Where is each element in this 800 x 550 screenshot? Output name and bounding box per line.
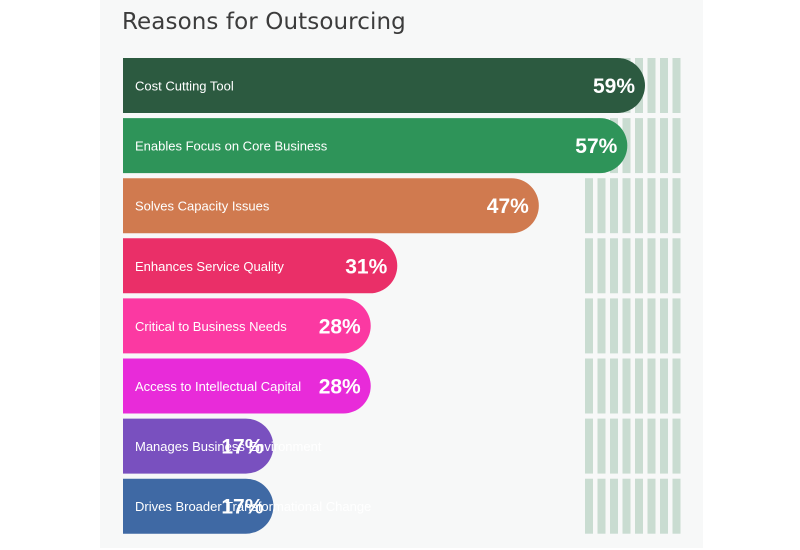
track-stripe bbox=[585, 358, 593, 414]
track-stripe bbox=[597, 418, 606, 474]
track-stripe bbox=[585, 478, 593, 534]
bar-row: Enables Focus on Core Business 57% bbox=[123, 118, 628, 174]
track-stripe bbox=[585, 238, 593, 294]
track-stripe bbox=[660, 58, 668, 113]
track-stripe bbox=[635, 298, 643, 354]
track-stripe bbox=[672, 58, 681, 113]
track-stripe bbox=[672, 118, 681, 174]
track-stripe bbox=[660, 478, 668, 534]
track-stripe bbox=[585, 418, 593, 474]
track-stripe bbox=[610, 358, 618, 414]
track-stripe bbox=[672, 178, 681, 234]
track-stripe bbox=[660, 418, 668, 474]
track-stripe bbox=[610, 238, 618, 294]
track-stripe bbox=[635, 238, 643, 294]
bar-row: Enhances Service Quality 31% bbox=[123, 238, 398, 294]
track-stripe bbox=[660, 358, 668, 414]
track-stripe bbox=[647, 418, 656, 474]
track-stripe bbox=[647, 58, 656, 113]
bar bbox=[123, 238, 398, 294]
track-stripe bbox=[672, 478, 681, 534]
category-label: Enhances Service Quality bbox=[135, 259, 284, 274]
value-label: 57% bbox=[575, 135, 617, 158]
bar bbox=[123, 58, 645, 113]
track-stripe bbox=[610, 478, 618, 534]
track-stripe bbox=[597, 358, 606, 414]
category-label: Manages Business Environment bbox=[135, 439, 322, 454]
category-label: Critical to Business Needs bbox=[135, 319, 287, 334]
track-stripe bbox=[622, 418, 631, 474]
track-stripe bbox=[585, 178, 593, 234]
track-stripe bbox=[672, 358, 681, 414]
bar bbox=[123, 298, 371, 354]
track-stripe bbox=[660, 238, 668, 294]
bar-row: Cost Cutting Tool 59% bbox=[123, 58, 645, 113]
track-stripe bbox=[597, 298, 606, 354]
value-label: 28% bbox=[319, 376, 361, 399]
value-label: 17% bbox=[221, 496, 263, 519]
track-stripe bbox=[622, 298, 631, 354]
value-label: 59% bbox=[593, 75, 635, 98]
track-stripe bbox=[647, 478, 656, 534]
bar-row: Critical to Business Needs 28% bbox=[123, 298, 371, 354]
track-stripe bbox=[585, 298, 593, 354]
track-stripe bbox=[672, 418, 681, 474]
category-label: Drives Broader Transformational Change bbox=[135, 499, 371, 514]
track-stripe bbox=[597, 478, 606, 534]
value-label: 47% bbox=[487, 195, 529, 218]
track-stripe bbox=[635, 358, 643, 414]
track-stripe bbox=[622, 238, 631, 294]
track-stripe bbox=[622, 478, 631, 534]
bar bbox=[123, 358, 371, 414]
value-label: 31% bbox=[345, 255, 387, 278]
track-stripe bbox=[635, 118, 643, 174]
category-label: Access to Intellectual Capital bbox=[135, 379, 301, 394]
bar-row: Drives Broader Transformational Change17… bbox=[123, 478, 371, 534]
bar bbox=[123, 478, 274, 534]
track-stripe bbox=[597, 238, 606, 294]
track-stripe bbox=[597, 178, 606, 234]
value-label: 28% bbox=[319, 315, 361, 338]
track-stripe bbox=[635, 178, 643, 234]
track-stripe bbox=[672, 238, 681, 294]
track-stripe bbox=[635, 418, 643, 474]
bar-row: Solves Capacity Issues 47% bbox=[123, 178, 539, 234]
track-stripe bbox=[660, 118, 668, 174]
track-stripe bbox=[610, 298, 618, 354]
track-stripe bbox=[635, 478, 643, 534]
track-stripe bbox=[647, 358, 656, 414]
category-label: Enables Focus on Core Business bbox=[135, 139, 328, 154]
bar bbox=[123, 178, 539, 234]
track-stripe bbox=[660, 298, 668, 354]
value-label: 17% bbox=[221, 436, 263, 459]
category-label: Cost Cutting Tool bbox=[135, 79, 234, 94]
track-stripe bbox=[622, 178, 631, 234]
bar bbox=[123, 418, 274, 474]
track-stripe bbox=[647, 178, 656, 234]
track-stripe bbox=[672, 298, 681, 354]
bar-row: Access to Intellectual Capital 28% bbox=[123, 358, 371, 414]
track-stripe bbox=[610, 178, 618, 234]
track-stripe bbox=[647, 238, 656, 294]
track-stripe bbox=[660, 178, 668, 234]
track-stripe bbox=[622, 358, 631, 414]
track-stripe bbox=[647, 298, 656, 354]
category-label: Solves Capacity Issues bbox=[135, 199, 270, 214]
track-stripe bbox=[610, 418, 618, 474]
chart-title: Reasons for Outsourcing bbox=[122, 9, 406, 35]
track-stripe bbox=[647, 118, 656, 174]
bar bbox=[123, 118, 628, 174]
track-stripes bbox=[585, 58, 681, 534]
